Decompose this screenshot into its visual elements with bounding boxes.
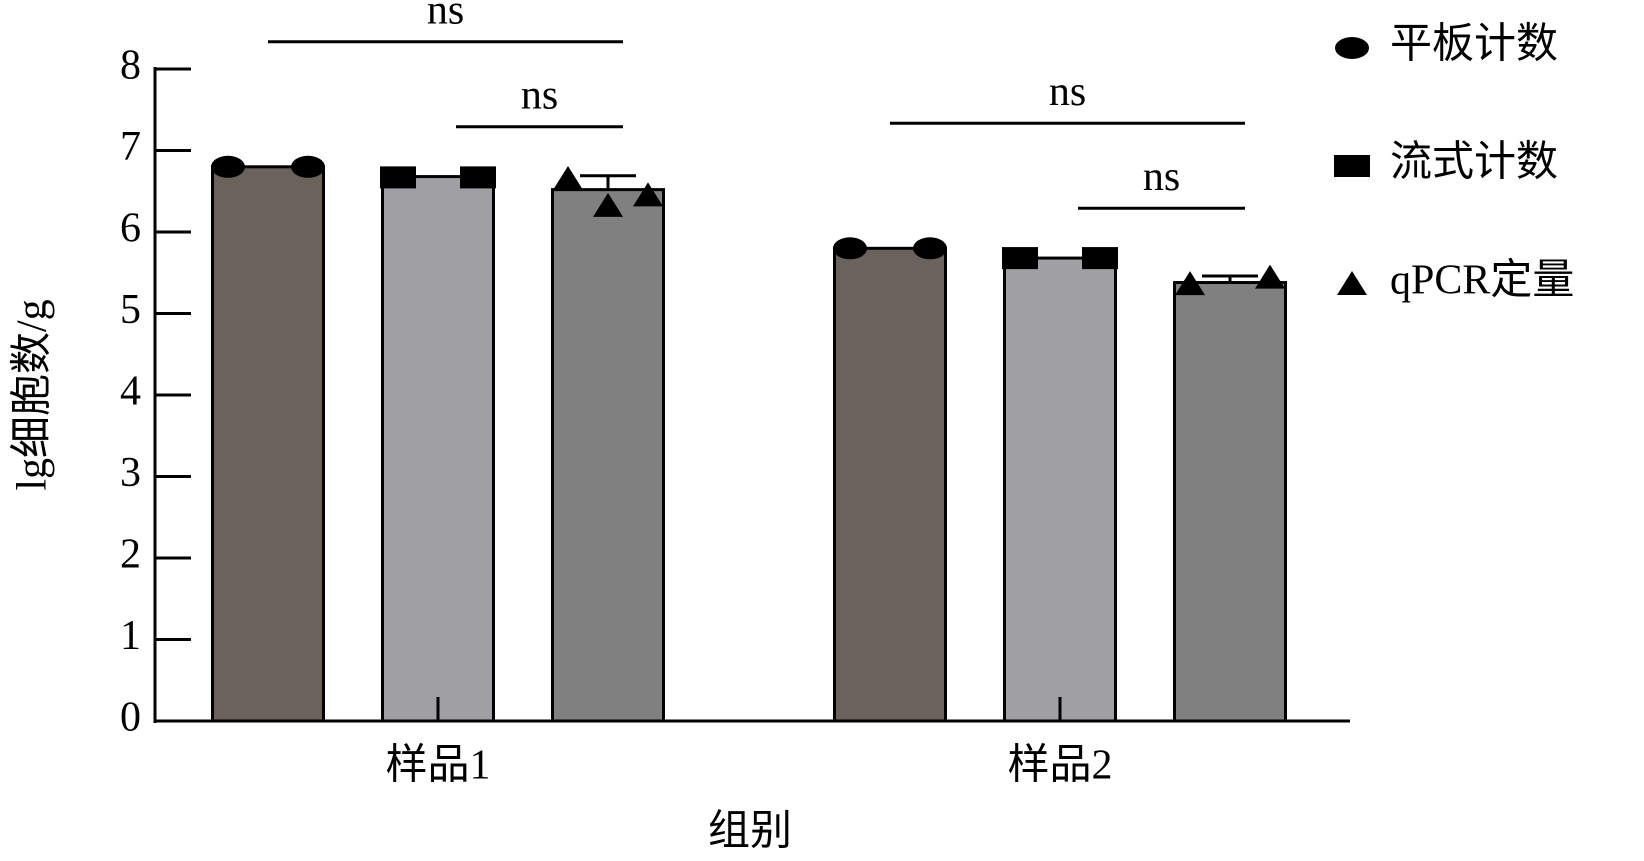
data-point [211,155,245,178]
y-tick-label: 0 [120,695,141,741]
y-tick-label: 6 [120,206,141,252]
y-tick-label: 7 [120,124,141,170]
x-tick-label: 样品1 [385,743,490,789]
significance-label: ns [427,0,464,33]
y-tick-label: 3 [120,450,141,496]
bar [833,246,947,723]
y-tick-label: 2 [120,532,141,578]
significance-label: ns [1049,69,1086,115]
x-axis-label: 组别 [708,809,792,855]
data-point [1255,264,1285,289]
data-point [633,182,663,207]
legend-label: 平板计数 [1390,22,1558,68]
error-bar [1202,274,1258,283]
legend-marker [1337,271,1367,295]
x-tick-label: 样品2 [1007,743,1112,789]
data-point [833,237,867,260]
data-point [553,166,583,191]
bar [1003,256,1117,723]
legend-marker [1335,37,1369,59]
significance-label: ns [521,72,558,118]
error-bar [580,174,636,190]
bar [381,175,495,723]
y-tick-label: 4 [120,369,141,415]
y-tick-label: 1 [120,613,141,659]
bar [1173,281,1287,723]
significance-label: ns [1143,154,1180,200]
data-point [380,166,416,189]
data-point [1002,247,1038,270]
y-tick-label: 8 [120,43,141,89]
data-point [593,192,623,217]
y-axis-label: lg细胞数/g [10,299,56,490]
bar [551,188,665,723]
y-tick-label: 5 [120,287,141,333]
data-point [1175,271,1205,296]
legend-label: 流式计数 [1390,140,1558,186]
legend-marker [1334,155,1370,177]
data-point [460,166,496,189]
data-point [1082,247,1118,270]
data-point [913,237,947,260]
legend-label: qPCR定量 [1390,257,1574,304]
data-point [291,155,325,178]
bar [211,165,325,723]
